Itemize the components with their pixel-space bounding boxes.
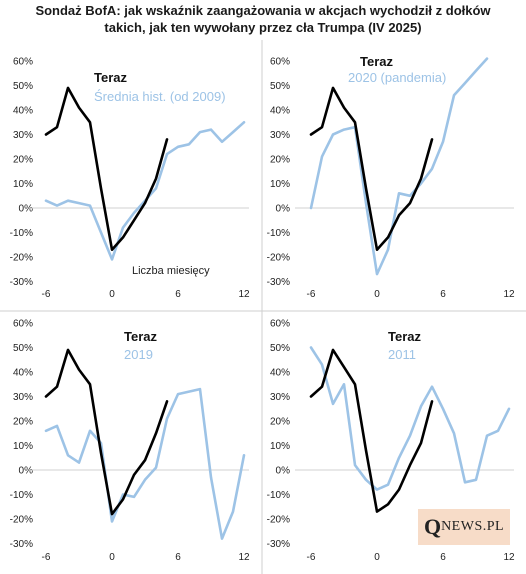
x-tick-label: -6 <box>307 289 316 300</box>
y-tick-label: 40% <box>13 368 33 379</box>
y-tick-label: 50% <box>13 81 33 92</box>
series-line-historical <box>309 346 511 491</box>
qnews-logo: Q NEWS.PL <box>418 509 510 545</box>
y-tick-label: 10% <box>13 179 33 190</box>
x-tick-label: 12 <box>238 289 250 300</box>
y-tick-label: 40% <box>270 106 290 117</box>
series-label-teraz: Teraz <box>94 70 127 85</box>
y-tick-label: 40% <box>13 106 33 117</box>
series-line-teraz <box>309 348 434 513</box>
x-tick-label: 6 <box>175 552 181 563</box>
x-tick-label: 12 <box>503 289 515 300</box>
chart-panel-1: 60% 50% 40% 30% 20% 10% 0% -10% -20% -30% -6 0 6 12 Te… <box>10 57 250 301</box>
series-label-teraz: Teraz <box>388 329 421 344</box>
y-tick-label: -10% <box>267 228 290 239</box>
y-tick-label: -30% <box>10 539 33 550</box>
y-tick-label: -10% <box>10 490 33 501</box>
y-tick-label: 0% <box>19 466 34 477</box>
series-label-teraz: Teraz <box>124 329 157 344</box>
y-tick-label: 40% <box>270 368 290 379</box>
series-label-historical: 2020 (pandemia) <box>348 70 446 85</box>
series-line-historical <box>44 121 246 261</box>
x-tick-label: -6 <box>307 552 316 563</box>
y-tick-label: 0% <box>276 466 291 477</box>
x-tick-label: 12 <box>238 552 250 563</box>
x-tick-label: -6 <box>42 552 51 563</box>
chart-title: Sondaż BofA: jak wskaźnik zaangażowania … <box>0 2 526 36</box>
y-tick-label: 0% <box>19 204 34 215</box>
y-tick-label: 30% <box>13 130 33 141</box>
y-tick-label: 20% <box>270 155 290 166</box>
series-line-teraz <box>309 86 434 251</box>
y-tick-label: -30% <box>10 277 33 288</box>
x-tick-label: 6 <box>440 289 446 300</box>
chart-panel-3: 60% 50% 40% 30% 20% 10% 0% -10% -20% -30% -6 0 6 12 Te… <box>10 319 250 564</box>
y-tick-label: 30% <box>270 392 290 403</box>
y-tick-label: 50% <box>270 343 290 354</box>
y-tick-label: 60% <box>270 319 290 330</box>
y-tick-label: -20% <box>10 515 33 526</box>
series-line-teraz <box>44 348 169 516</box>
y-tick-label: 10% <box>270 179 290 190</box>
chart-title-line-1: Sondaż BofA: jak wskaźnik zaangażowania … <box>35 3 491 18</box>
y-tick-label: -30% <box>267 277 290 288</box>
chart-panel-4: 60% 50% 40% 30% 20% 10% 0% -10% -20% -30% -6 0 6 12 Te… <box>267 319 515 564</box>
x-tick-label: 0 <box>109 289 115 300</box>
y-tick-label: 30% <box>13 392 33 403</box>
y-tick-label: 30% <box>270 130 290 141</box>
x-tick-label: 12 <box>503 552 515 563</box>
series-line-teraz <box>44 86 169 251</box>
y-tick-label: 60% <box>13 319 33 330</box>
series-label-teraz: Teraz <box>360 54 393 69</box>
y-tick-label: 60% <box>270 57 290 68</box>
chart-title-line-2: takich, jak ten wywołany przez cła Trump… <box>104 20 422 35</box>
x-tick-label: 0 <box>109 552 115 563</box>
y-tick-label: 0% <box>276 204 291 215</box>
y-tick-label: 50% <box>270 81 290 92</box>
series-label-historical: Średnia hist. (od 2009) <box>94 89 226 104</box>
y-tick-label: 20% <box>270 417 290 428</box>
y-tick-label: -20% <box>10 253 33 264</box>
y-tick-label: -20% <box>267 253 290 264</box>
x-axis-note: Liczba miesięcy <box>132 265 210 277</box>
series-label-historical: 2019 <box>124 347 153 362</box>
series-line-historical <box>309 57 489 276</box>
x-tick-label: 0 <box>374 289 380 300</box>
x-tick-label: 6 <box>440 552 446 563</box>
y-tick-label: 10% <box>270 441 290 452</box>
logo-text: NEWS.PL <box>441 519 505 534</box>
y-tick-label: 50% <box>13 343 33 354</box>
x-tick-label: 0 <box>374 552 380 563</box>
logo-q: Q <box>423 514 442 539</box>
series-line-historical <box>44 387 246 540</box>
y-tick-label: 20% <box>13 417 33 428</box>
x-tick-label: 6 <box>175 289 181 300</box>
y-tick-label: 20% <box>13 155 33 166</box>
y-tick-label: 60% <box>13 57 33 68</box>
y-tick-label: 10% <box>13 441 33 452</box>
y-tick-label: -20% <box>267 515 290 526</box>
series-label-historical: 2011 <box>388 347 416 362</box>
y-tick-label: -10% <box>10 228 33 239</box>
y-tick-label: -30% <box>267 539 290 550</box>
chart-panel-2: 60% 50% 40% 30% 20% 10% 0% -10% -20% -30% -6 0 6 12 Te… <box>267 54 515 300</box>
y-tick-label: -10% <box>267 490 290 501</box>
x-tick-label: -6 <box>42 289 51 300</box>
